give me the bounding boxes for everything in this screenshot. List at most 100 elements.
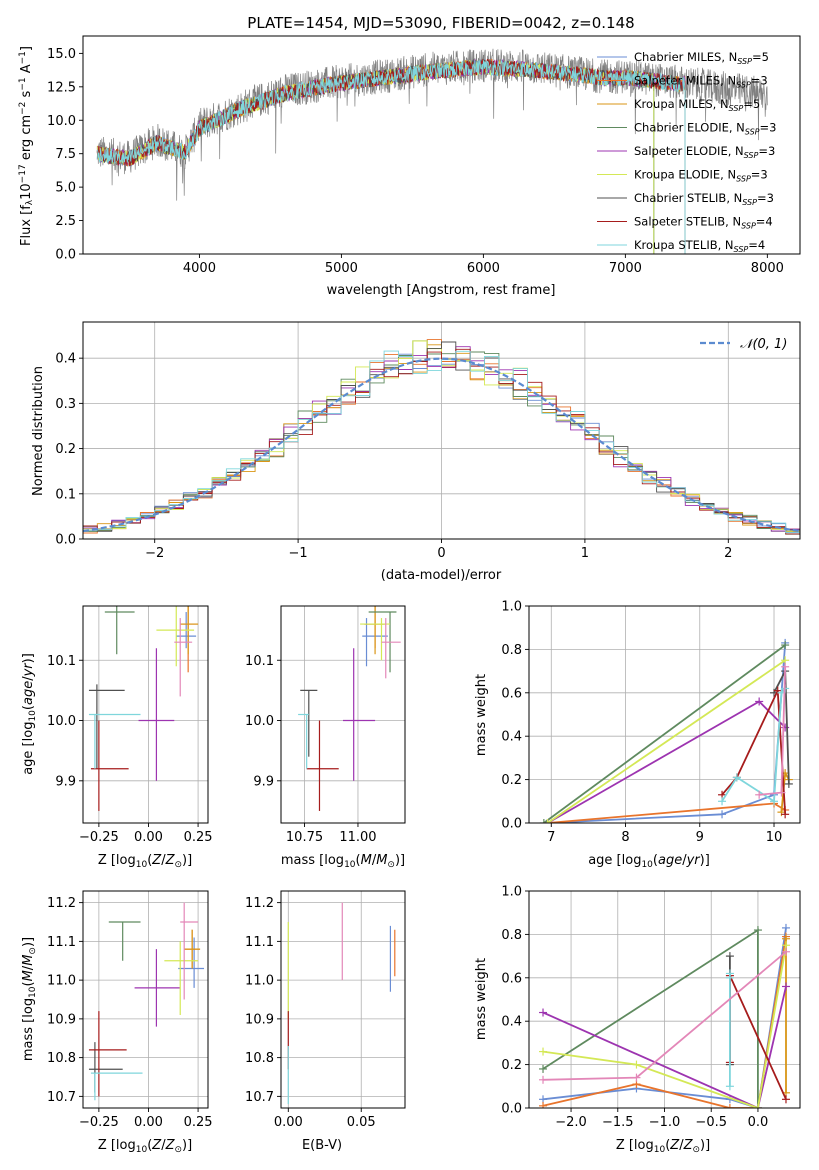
mass-vs-Z-panel: −0.25 0.00 0.25 10.7 10.8 10.9 11.0 11.1 11.2 Z … — [21, 890, 213, 1155]
massweight_vs_age-ytick-label: 0.0 — [501, 817, 522, 832]
normal-legend-label: 𝒩(0, 1) — [740, 337, 787, 352]
age_vs_mass-ytick-label: 9.9 — [253, 774, 274, 789]
legend-value: =4 — [756, 215, 773, 229]
massweight_vs_Z-ytick-label: 1.0 — [501, 885, 522, 900]
age_vs_mass-xtick-label: 11.00 — [339, 830, 376, 845]
age_vs_mass-ytick-label: 10.1 — [245, 654, 274, 669]
mass_vs_EBV-ytick-label: 11.0 — [245, 974, 274, 989]
mass_vs_EBV-ytick-label: 11.1 — [245, 935, 274, 950]
age_vs_Z-xtick-label: −0.25 — [79, 830, 119, 845]
massweight_vs_Z-xtick-label: −1.0 — [649, 1115, 681, 1130]
massweight_vs_age-xtick-label: 10 — [766, 830, 783, 845]
spectrum-xtick-label: 6000 — [467, 261, 500, 276]
massweight_vs_age-frame — [528, 605, 801, 824]
massweight_vs_age-xtick-label: 9 — [696, 830, 704, 845]
residuals-panel: −2 −1 0 1 2 0.0 0.1 0.2 0.3 0.4 (data-model)/erro… — [31, 321, 801, 583]
mass_vs_EBV-ytick-label: 10.8 — [245, 1051, 274, 1066]
massweight-line — [542, 945, 787, 1108]
legend-value: =5 — [743, 97, 760, 111]
massweight_vs_Z-ytick-label: 0.6 — [501, 971, 522, 986]
spectrum-model-line — [96, 59, 686, 254]
residuals-ytick-label: 0.1 — [55, 487, 76, 502]
mass_vs_Z-ytick-label: 10.9 — [47, 1012, 76, 1027]
residuals-ytick-label: 0.2 — [55, 442, 76, 457]
legend-value: =3 — [751, 74, 768, 88]
mass_vs_Z-ytick-label: 11.2 — [47, 896, 76, 911]
legend-sub: SSP — [736, 81, 751, 90]
massweight-vs-age-xlabel: age [log10(age/yr)] — [588, 853, 710, 870]
massweight_vs_Z-xtick-label: −1.5 — [602, 1115, 634, 1130]
age_vs_Z-ytick-label: 10.1 — [47, 654, 76, 669]
spectrum-ylabel: Flux [fλ10−17 erg cm−2 s−1 A−1] — [18, 46, 35, 246]
spectrum-legend: Chabrier MILES, NSSP=5 Salpeter MILES, NS… — [597, 50, 776, 254]
mass_vs_EBV-ytick-label: 10.7 — [245, 1090, 274, 1105]
spectrum-ytick-label: 12.5 — [47, 80, 76, 95]
massweight-vs-Z-panel: −2.0 −1.5 −1.0 −0.5 0.0 0.0 0.2 0.4 0.6 0.8 1.0 Z … — [474, 885, 801, 1155]
spectrum-xlabel: wavelength [Angstrom, rest frame] — [327, 283, 556, 298]
legend-value: =3 — [758, 144, 775, 158]
age_vs_mass-frame — [280, 605, 406, 824]
age-vs-mass-xlabel: mass [log10(M/M⊙)] — [281, 853, 405, 870]
mass_vs_Z-xtick-label: 0.00 — [134, 1115, 163, 1130]
massweight_vs_Z-ytick-label: 0.8 — [501, 928, 522, 943]
massweight-line — [542, 986, 787, 1108]
mass_vs_EBV-xtick-label: 0.00 — [274, 1115, 303, 1130]
legend-label: Salpeter ELODIE, NSSP=3 — [634, 144, 775, 160]
residuals-ylabel: Normed distribution — [31, 366, 46, 496]
massweight_vs_Z-xtick-label: −2.0 — [555, 1115, 587, 1130]
mass_vs_Z-ytick-label: 10.8 — [47, 1051, 76, 1066]
legend-value: =3 — [757, 191, 774, 205]
spectrum-ytick-label: 0.0 — [55, 248, 76, 263]
massweight_vs_Z-xtick-label: 0.0 — [748, 1115, 769, 1130]
massweight-line — [547, 659, 786, 823]
mass_vs_EBV-xtick-label: 0.05 — [347, 1115, 376, 1130]
spectrum-panel: PLATE=1454, MJD=53090, FIBERID=0042, z=0… — [18, 14, 801, 298]
massweight_vs_age-ytick-label: 0.4 — [501, 730, 522, 745]
mass_vs_Z-ytick-label: 11.0 — [47, 974, 76, 989]
age_vs_Z-frame — [82, 605, 209, 824]
legend-value: =5 — [752, 50, 769, 64]
spectrum-xtick-label: 7000 — [609, 261, 642, 276]
residuals-ytick-label: 0.4 — [55, 352, 76, 367]
residuals-xlabel: (data-model)/error — [381, 568, 502, 583]
spectrum-ytick-label: 2.5 — [55, 214, 76, 229]
spectrum-frame — [82, 35, 801, 255]
age-vs-Z-ylabel: age [log10(age/yr)] — [21, 653, 38, 775]
mass-vs-EBV-panel: 0.00 0.05 10.7 10.8 10.9 11.0 11.1 11.2 E(B-V) — [245, 890, 406, 1153]
residuals-xtick-label: 2 — [724, 546, 732, 561]
legend-label: Salpeter STELIB, NSSP=4 — [634, 215, 773, 231]
spectrum-ytick-label: 15.0 — [47, 47, 76, 62]
mass_vs_Z-ytick-label: 10.7 — [47, 1090, 76, 1105]
mass_vs_EBV-frame — [280, 890, 406, 1109]
massweight_vs_age-ytick-label: 0.6 — [501, 686, 522, 701]
massweight_vs_age-ytick-label: 0.8 — [501, 643, 522, 658]
legend-sub: SSP — [744, 151, 759, 160]
spectrum-ytick-label: 5.0 — [55, 181, 76, 196]
residuals-ytick-label: 0.0 — [55, 533, 76, 548]
legend-label: Chabrier MILES, NSSP=5 — [634, 50, 769, 66]
age_vs_Z-ytick-label: 10.0 — [47, 714, 76, 729]
mass-vs-Z-xlabel: Z [log10(Z/Z⊙)] — [98, 1138, 192, 1155]
age_vs_Z-ytick-label: 9.9 — [55, 774, 76, 789]
massweight_vs_Z-ytick-label: 0.4 — [501, 1015, 522, 1030]
age_vs_mass-xtick-label: 10.75 — [286, 830, 323, 845]
age-vs-mass-panel: 10.75 11.00 9.9 10.0 10.1 mass [log10(M/M⊙)] — [245, 605, 406, 870]
massweight-vs-age-ylabel: mass weight — [474, 674, 489, 756]
legend-label: Salpeter MILES, NSSP=3 — [634, 74, 768, 90]
mass_vs_Z-xtick-label: 0.25 — [184, 1115, 213, 1130]
massweight-vs-age-panel: 7 8 9 10 0.0 0.2 0.4 0.6 0.8 1.0 age [log10(age/y… — [474, 600, 801, 870]
massweight_vs_age-ytick-label: 1.0 — [501, 600, 522, 615]
residuals-ytick-label: 0.3 — [55, 397, 76, 412]
massweight_vs_age-ytick-label: 0.2 — [501, 773, 522, 788]
massweight_vs_age-xtick-label: 8 — [621, 830, 629, 845]
legend-sub: SSP — [737, 57, 752, 66]
legend-sub: SSP — [742, 198, 757, 207]
legend-label: Chabrier ELODIE, NSSP=3 — [634, 121, 776, 137]
massweight-vs-Z-xlabel: Z [log10(Z/Z⊙)] — [616, 1138, 710, 1155]
mass_vs_EBV-ytick-label: 10.9 — [245, 1012, 274, 1027]
massweight-line — [721, 690, 787, 815]
age_vs_Z-xtick-label: 0.00 — [134, 830, 163, 845]
legend-sub: SSP — [741, 222, 756, 231]
legend-value: =4 — [748, 238, 765, 252]
legend-sub: SSP — [736, 175, 751, 184]
